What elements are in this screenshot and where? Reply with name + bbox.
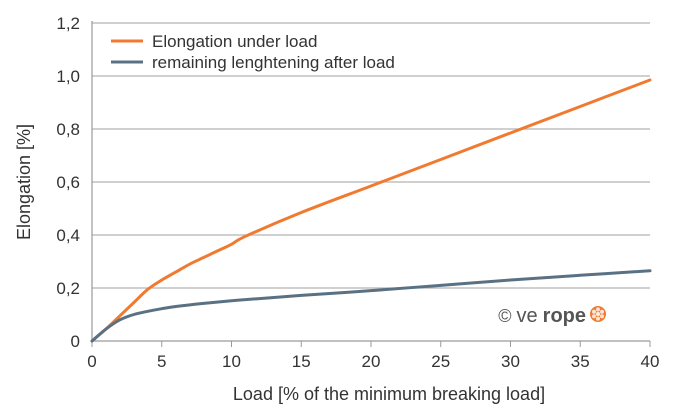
verope-logo: © ve rope <box>498 305 606 327</box>
x-tick-label: 40 <box>641 352 660 371</box>
series-line-elongation-under-load <box>90 78 652 343</box>
brand-light: ve <box>517 305 538 327</box>
x-tick-label: 5 <box>157 352 166 371</box>
x-tick-label: 0 <box>87 352 96 371</box>
y-tick-label: 0,8 <box>56 120 80 139</box>
y-tick-label: 1,0 <box>56 67 80 86</box>
y-tick-label: 0 <box>71 332 80 351</box>
copyright-symbol: © <box>498 306 511 326</box>
y-tick-label: 0,2 <box>56 279 80 298</box>
x-tick-label: 10 <box>222 352 241 371</box>
x-tick-label: 30 <box>501 352 520 371</box>
series-line-remaining-lengthening <box>90 269 652 343</box>
x-tick-label: 20 <box>362 352 381 371</box>
gridlines <box>92 22 650 289</box>
legend-label-elongation-under-load: Elongation under load <box>152 32 317 51</box>
rope-cross-section-icon <box>590 306 606 322</box>
brand-bold: rope <box>543 305 586 327</box>
y-axis-title: Elongation [%] <box>14 124 34 240</box>
x-tick-label: 15 <box>292 352 311 371</box>
tick-labels: 0 0,2 0,4 0,6 0,8 1,0 1,2 0 5 10 15 20 25 30 35 40 <box>56 14 659 371</box>
series <box>90 78 652 343</box>
y-tick-label: 0,4 <box>56 226 80 245</box>
x-axis-title: Load [% of the minimum breaking load] <box>233 384 545 404</box>
axes <box>91 21 651 347</box>
x-tick-label: 25 <box>431 352 450 371</box>
y-tick-label: 0,6 <box>56 173 80 192</box>
legend: Elongation under load remaining lenghten… <box>111 32 395 72</box>
svg-text:© ve rope: © ve rope <box>498 305 586 327</box>
y-tick-label: 1,2 <box>56 14 80 33</box>
legend-label-remaining-lengthening: remaining lenghtening after load <box>152 53 395 72</box>
x-tick-label: 35 <box>571 352 590 371</box>
